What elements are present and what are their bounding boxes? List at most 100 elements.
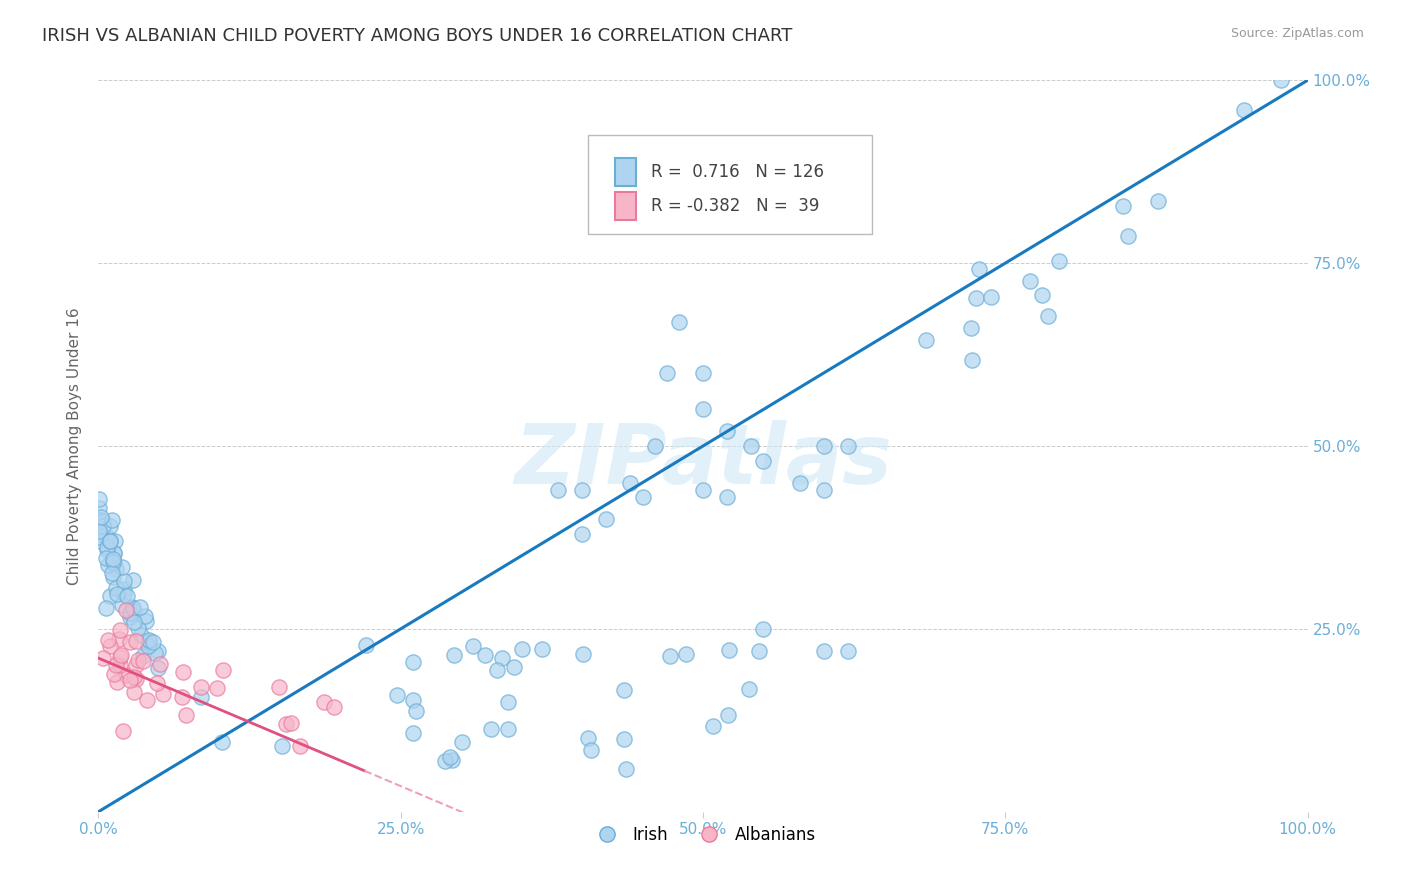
Point xyxy=(103,555,125,569)
Point xyxy=(100,589,122,603)
Point xyxy=(98,519,121,533)
Point xyxy=(115,589,138,603)
Point xyxy=(124,685,146,699)
Point xyxy=(675,647,697,661)
Point xyxy=(190,690,212,705)
Point xyxy=(595,512,617,526)
Point xyxy=(103,534,125,549)
Point xyxy=(619,475,641,490)
Point xyxy=(103,546,125,560)
Point xyxy=(1112,199,1135,213)
Text: Source: ZipAtlas.com: Source: ZipAtlas.com xyxy=(1230,27,1364,40)
Point xyxy=(96,600,118,615)
Point xyxy=(716,425,738,439)
Point xyxy=(122,604,145,618)
Point xyxy=(125,658,148,673)
Point xyxy=(402,693,425,707)
Point xyxy=(915,334,938,348)
Point xyxy=(143,646,166,660)
Point xyxy=(122,670,145,684)
Point xyxy=(91,519,114,533)
Point xyxy=(692,366,714,380)
Point xyxy=(121,600,143,615)
Point xyxy=(486,663,509,677)
Point xyxy=(101,551,124,566)
Point xyxy=(267,680,290,694)
Point xyxy=(112,582,135,596)
Point xyxy=(112,587,135,601)
Point xyxy=(89,492,111,507)
Point xyxy=(128,621,150,635)
Point xyxy=(152,687,174,701)
Point xyxy=(740,439,762,453)
Point xyxy=(103,545,125,559)
Point xyxy=(1116,229,1139,244)
Point xyxy=(491,651,513,665)
Point xyxy=(111,598,134,612)
Point xyxy=(96,541,118,555)
Y-axis label: Child Poverty Among Boys Under 16: Child Poverty Among Boys Under 16 xyxy=(67,307,83,585)
Point xyxy=(108,623,131,637)
Point xyxy=(138,633,160,648)
Point xyxy=(959,320,981,334)
Point xyxy=(1270,73,1292,87)
Point xyxy=(146,661,169,675)
Point xyxy=(118,610,141,624)
Text: ZIPatlas: ZIPatlas xyxy=(515,420,891,501)
Text: R =  0.716   N = 126: R = 0.716 N = 126 xyxy=(651,162,824,181)
Point xyxy=(108,658,131,673)
Point xyxy=(89,534,111,549)
Bar xyxy=(614,192,637,220)
Point xyxy=(128,599,150,614)
Point xyxy=(97,558,120,573)
Point xyxy=(125,634,148,648)
FancyBboxPatch shape xyxy=(588,135,872,234)
Point xyxy=(115,667,138,681)
Point xyxy=(124,615,146,630)
Point xyxy=(717,707,740,722)
Point xyxy=(631,490,654,504)
Point xyxy=(813,483,835,497)
Point xyxy=(138,639,160,653)
Point xyxy=(965,291,987,305)
Point xyxy=(103,667,125,681)
Point xyxy=(1031,288,1053,302)
Point xyxy=(813,644,835,658)
Point xyxy=(461,639,484,653)
Point xyxy=(103,555,125,569)
Point xyxy=(101,513,124,527)
Point xyxy=(837,439,859,453)
Point xyxy=(211,735,233,749)
Point xyxy=(1036,310,1059,324)
Legend: Irish, Albanians: Irish, Albanians xyxy=(583,820,823,851)
Point xyxy=(479,722,502,736)
Point xyxy=(576,731,599,745)
Point xyxy=(105,562,128,576)
Point xyxy=(405,704,427,718)
Point xyxy=(136,639,159,653)
Point xyxy=(1146,194,1168,209)
Point xyxy=(530,642,553,657)
Point xyxy=(108,650,131,665)
Point xyxy=(960,353,983,368)
Point xyxy=(118,634,141,648)
Bar xyxy=(614,158,637,186)
Point xyxy=(401,655,423,669)
Point xyxy=(125,672,148,686)
Point xyxy=(146,644,169,658)
Point xyxy=(120,673,142,688)
Point xyxy=(668,315,690,329)
Point xyxy=(748,644,770,658)
Point xyxy=(105,674,128,689)
Point xyxy=(105,586,128,600)
Point xyxy=(659,648,682,663)
Point xyxy=(149,657,172,671)
Point xyxy=(134,609,156,624)
Point xyxy=(439,750,461,764)
Point xyxy=(114,574,136,588)
Point xyxy=(503,660,526,674)
Point xyxy=(752,453,775,467)
Point xyxy=(97,632,120,647)
Point xyxy=(614,762,637,776)
Point xyxy=(211,664,233,678)
